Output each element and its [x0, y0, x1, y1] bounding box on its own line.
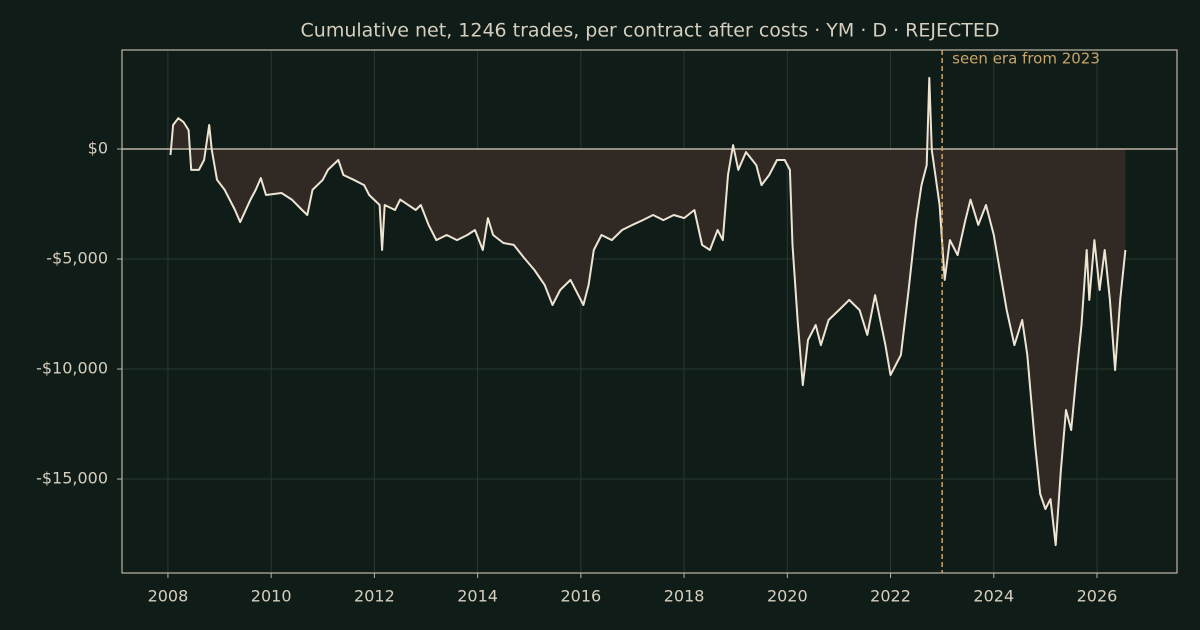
- x-tick-label: 2014: [457, 587, 498, 606]
- x-tick-label: 2016: [560, 587, 601, 606]
- y-tick-label: -$10,000: [36, 359, 108, 378]
- x-tick-label: 2020: [767, 587, 808, 606]
- x-tick-label: 2026: [1077, 587, 1118, 606]
- x-tick-label: 2008: [148, 587, 189, 606]
- y-tick-label: $0: [88, 139, 108, 158]
- chart-title: Cumulative net, 1246 trades, per contrac…: [301, 20, 1000, 42]
- plot-frame: [121, 49, 1178, 574]
- annotation: seen era from 2023: [952, 50, 1100, 68]
- x-tick-label: 2018: [664, 587, 705, 606]
- x-tick-label: 2012: [354, 587, 395, 606]
- line: [169, 76, 1127, 547]
- x-tick-label: 2024: [973, 587, 1014, 606]
- x-tick-label: 2022: [870, 587, 911, 606]
- y-tick-label: -$5,000: [46, 249, 108, 268]
- area: [170, 77, 1126, 546]
- x-tick-label: 2010: [251, 587, 292, 606]
- y-tick-label: -$15,000: [36, 469, 108, 488]
